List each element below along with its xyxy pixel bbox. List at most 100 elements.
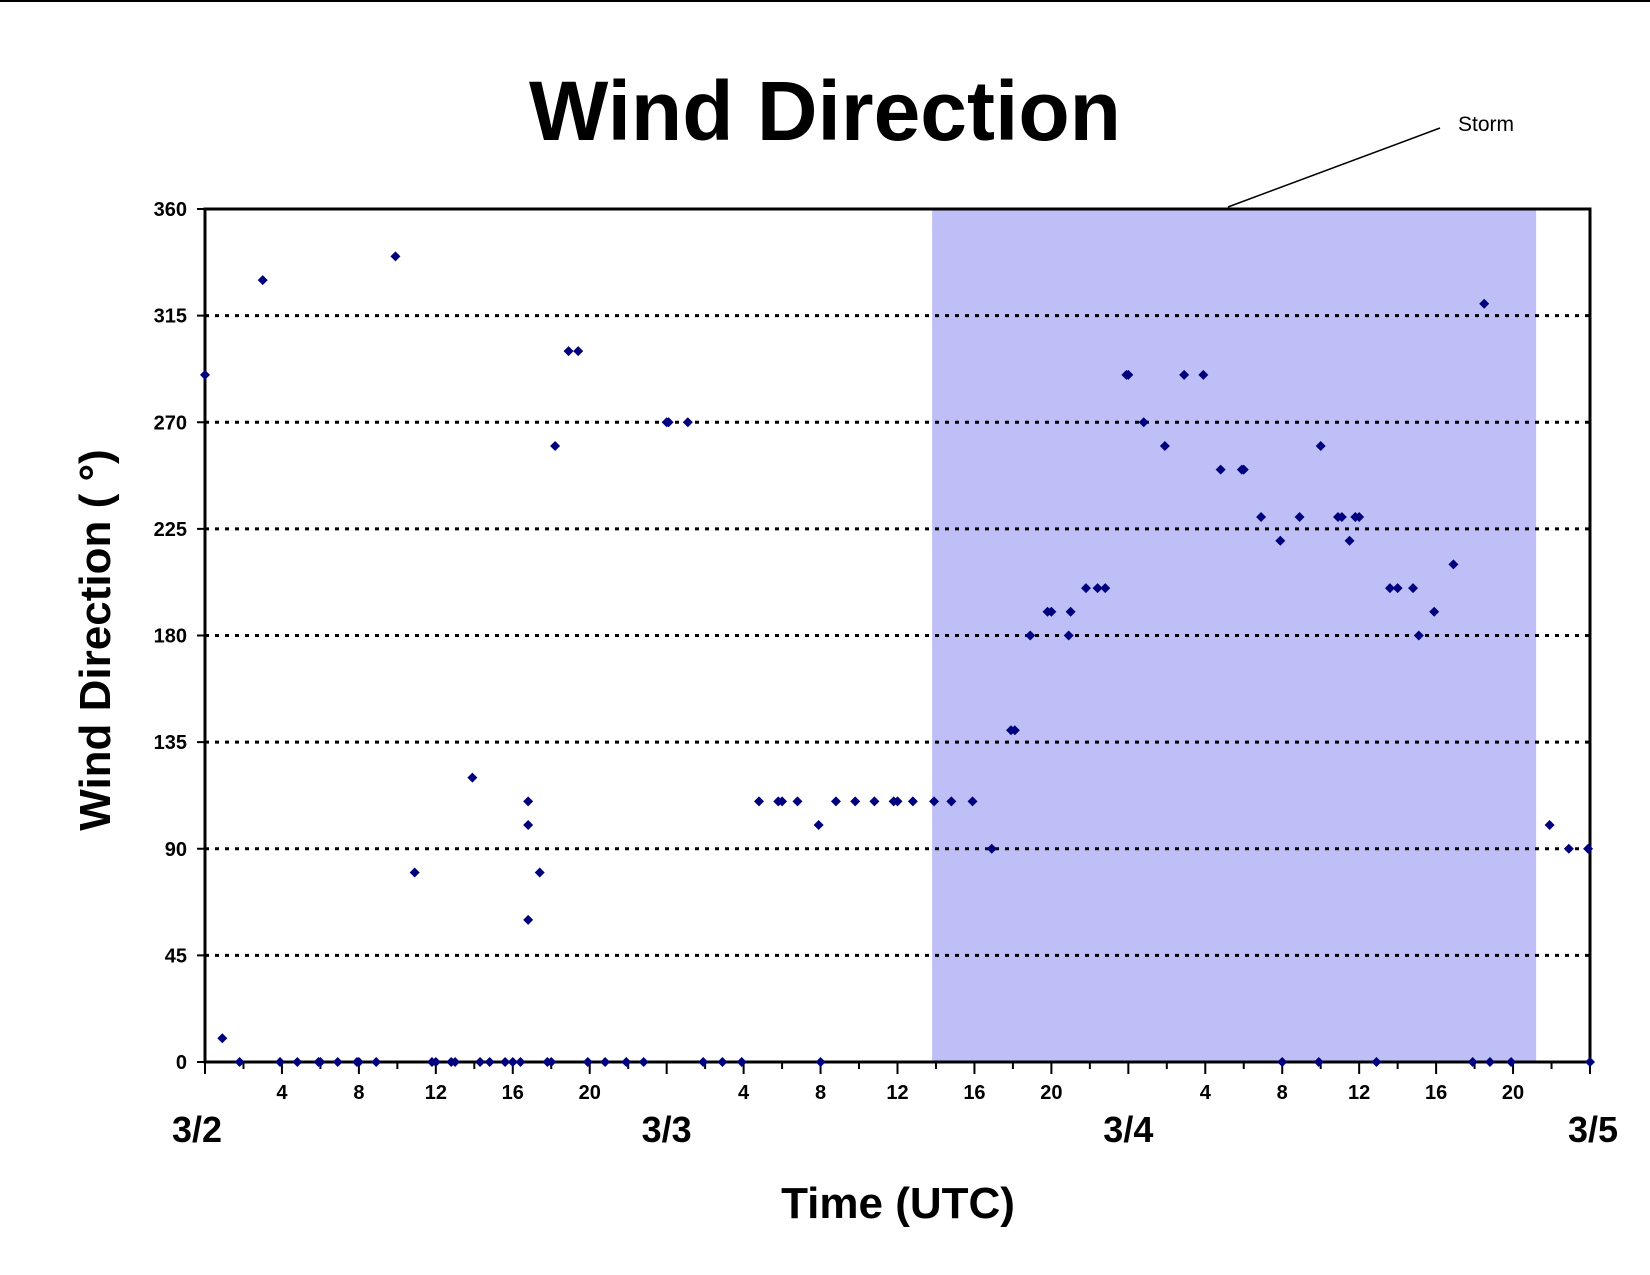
data-point (1563, 843, 1574, 854)
data-point (1215, 464, 1226, 475)
data-point (1065, 606, 1076, 617)
data-point (515, 1057, 526, 1067)
data-point (1585, 1057, 1595, 1067)
data-point (507, 1057, 518, 1067)
y-tick-label: 45 (165, 945, 187, 967)
data-point (1256, 512, 1267, 523)
day-label: 3/2 (172, 1109, 222, 1150)
day-label: 3/3 (642, 1109, 692, 1150)
data-point (946, 796, 957, 807)
day-label: 3/4 (1103, 1109, 1153, 1150)
data-point (777, 796, 788, 807)
x-tick-label: 12 (886, 1082, 908, 1104)
data-point (1159, 440, 1170, 451)
y-tick-label: 0 (176, 1052, 187, 1074)
x-tick-label: 20 (1040, 1082, 1062, 1104)
data-point (698, 1057, 709, 1067)
data-point (1315, 440, 1326, 451)
data-point (1479, 298, 1490, 309)
data-point (573, 346, 584, 357)
y-tick-label: 90 (165, 839, 187, 861)
data-point (813, 820, 824, 831)
x-tick-label: 16 (963, 1082, 985, 1104)
y-axis-title: Wind Direction ( °) (71, 449, 120, 830)
data-point (371, 1057, 382, 1067)
data-point (353, 1057, 364, 1067)
x-tick-label: 8 (1277, 1082, 1288, 1104)
data-point (467, 772, 478, 783)
data-point (1484, 1057, 1495, 1067)
data-point (1313, 1057, 1324, 1067)
data-point (1344, 535, 1355, 546)
data-point (1092, 583, 1103, 594)
data-point (929, 796, 940, 807)
data-point (1544, 820, 1555, 831)
data-point (967, 796, 978, 807)
data-point (1123, 369, 1134, 380)
axes-layer (197, 207, 1592, 1074)
data-point (1384, 583, 1395, 594)
data-point (621, 1057, 632, 1067)
data-point (200, 369, 210, 380)
data-point (523, 820, 534, 831)
data-point (234, 1057, 245, 1067)
data-point (523, 914, 534, 925)
data-point (869, 796, 880, 807)
data-point (986, 843, 997, 854)
data-point (475, 1057, 486, 1067)
data-point (1179, 369, 1190, 380)
data-point (500, 1057, 511, 1067)
data-point (638, 1057, 649, 1067)
data-point (1138, 417, 1149, 428)
y-tick-label: 135 (154, 732, 187, 754)
y-tick-label: 315 (154, 306, 187, 328)
data-point (534, 867, 545, 878)
data-point (1277, 1057, 1288, 1067)
x-tick-label: 8 (815, 1082, 826, 1104)
data-point (450, 1057, 461, 1067)
x-tick-label: 12 (425, 1082, 447, 1104)
data-point (292, 1057, 303, 1067)
data-points-layer (200, 251, 1595, 1067)
x-tick-label: 20 (1502, 1082, 1524, 1104)
data-point (1198, 369, 1209, 380)
data-point (1467, 1057, 1478, 1067)
data-point (257, 275, 268, 286)
x-tick-label: 16 (502, 1082, 524, 1104)
data-point (315, 1057, 326, 1067)
data-point (1100, 583, 1111, 594)
day-label: 3/5 (1568, 1109, 1618, 1150)
data-point (1354, 512, 1365, 523)
data-point (1081, 583, 1092, 594)
data-point (1583, 843, 1594, 854)
x-tick-label: 4 (738, 1082, 750, 1104)
data-point (1371, 1057, 1382, 1067)
data-point (546, 1057, 557, 1067)
y-tick-label: 270 (154, 412, 187, 434)
data-point (1025, 630, 1036, 641)
data-point (217, 1033, 228, 1044)
x-axis-title: Time (UTC) (781, 1179, 1015, 1228)
x-tick-label: 20 (579, 1082, 601, 1104)
x-tick-label: 16 (1425, 1082, 1447, 1104)
data-point (830, 796, 841, 807)
data-point (1413, 630, 1424, 641)
data-point (409, 867, 420, 878)
data-point (682, 417, 693, 428)
x-tick-label: 8 (353, 1082, 364, 1104)
data-point (892, 796, 903, 807)
y-tick-label: 360 (154, 199, 187, 221)
data-point (1408, 583, 1419, 594)
data-point (600, 1057, 611, 1067)
data-point (484, 1057, 495, 1067)
tick-labels-layer: 0 45 90 135 180 225 270 315 360 4 8 12 16 20 4 8 12 16 20 4… (154, 199, 1618, 1150)
data-point (1046, 606, 1057, 617)
data-point (1429, 606, 1440, 617)
data-point (754, 796, 764, 807)
data-point (1506, 1057, 1517, 1067)
storm-annotation-leader-line (1227, 127, 1441, 208)
x-tick-label: 4 (1200, 1082, 1212, 1104)
data-point (523, 796, 534, 807)
data-point (1336, 512, 1347, 523)
data-point (1238, 464, 1249, 475)
